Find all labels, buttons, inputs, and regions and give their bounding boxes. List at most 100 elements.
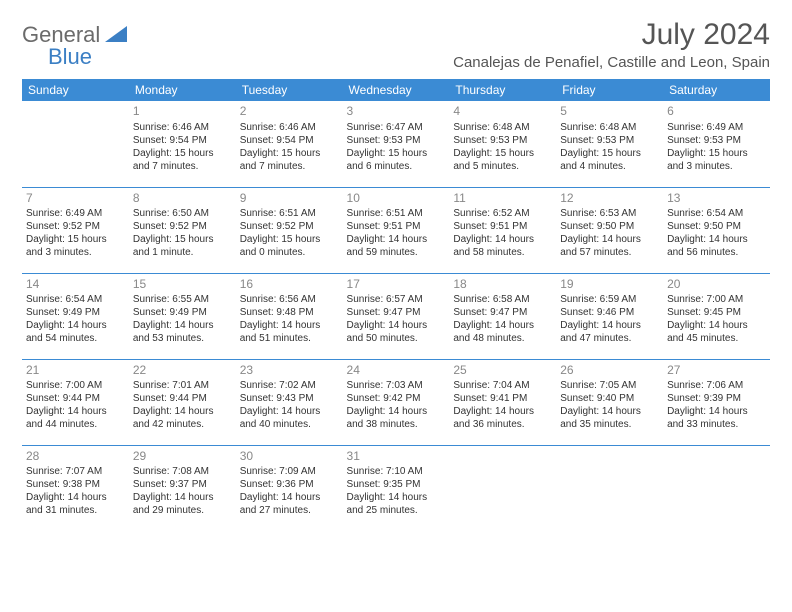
calendar-cell [449,445,556,531]
sunset-line: Sunset: 9:44 PM [133,392,232,405]
calendar-cell: 18Sunrise: 6:58 AMSunset: 9:47 PMDayligh… [449,273,556,359]
sunrise-line: Sunrise: 7:10 AM [347,465,446,478]
day-number: 12 [560,191,659,207]
calendar-cell: 6Sunrise: 6:49 AMSunset: 9:53 PMDaylight… [663,101,770,187]
header: General Blue July 2024 Canalejas de Pena… [22,18,770,71]
calendar-cell: 1Sunrise: 6:46 AMSunset: 9:54 PMDaylight… [129,101,236,187]
day-number: 2 [240,104,339,120]
sunrise-line: Sunrise: 6:51 AM [240,207,339,220]
daylight-line: Daylight: 15 hours and 1 minute. [133,233,232,259]
sunset-line: Sunset: 9:51 PM [347,220,446,233]
calendar-cell: 30Sunrise: 7:09 AMSunset: 9:36 PMDayligh… [236,445,343,531]
day-header: Tuesday [236,79,343,101]
daylight-line: Daylight: 14 hours and 31 minutes. [26,491,125,517]
calendar-cell: 20Sunrise: 7:00 AMSunset: 9:45 PMDayligh… [663,273,770,359]
sunrise-line: Sunrise: 6:49 AM [26,207,125,220]
daylight-line: Daylight: 15 hours and 3 minutes. [667,147,766,173]
calendar-row: 14Sunrise: 6:54 AMSunset: 9:49 PMDayligh… [22,273,770,359]
daylight-line: Daylight: 14 hours and 29 minutes. [133,491,232,517]
sunset-line: Sunset: 9:38 PM [26,478,125,491]
calendar-cell: 11Sunrise: 6:52 AMSunset: 9:51 PMDayligh… [449,187,556,273]
sunset-line: Sunset: 9:53 PM [560,134,659,147]
calendar-cell: 29Sunrise: 7:08 AMSunset: 9:37 PMDayligh… [129,445,236,531]
day-number: 16 [240,277,339,293]
day-number: 11 [453,191,552,207]
calendar-cell: 19Sunrise: 6:59 AMSunset: 9:46 PMDayligh… [556,273,663,359]
calendar-cell: 27Sunrise: 7:06 AMSunset: 9:39 PMDayligh… [663,359,770,445]
sunset-line: Sunset: 9:47 PM [453,306,552,319]
calendar-row: 28Sunrise: 7:07 AMSunset: 9:38 PMDayligh… [22,445,770,531]
daylight-line: Daylight: 14 hours and 36 minutes. [453,405,552,431]
day-number: 15 [133,277,232,293]
daylight-line: Daylight: 14 hours and 51 minutes. [240,319,339,345]
sunrise-line: Sunrise: 7:07 AM [26,465,125,478]
daylight-line: Daylight: 14 hours and 25 minutes. [347,491,446,517]
day-number: 6 [667,104,766,120]
calendar-table: SundayMondayTuesdayWednesdayThursdayFrid… [22,79,770,531]
day-header: Thursday [449,79,556,101]
day-number: 17 [347,277,446,293]
calendar-cell: 3Sunrise: 6:47 AMSunset: 9:53 PMDaylight… [343,101,450,187]
day-number: 1 [133,104,232,120]
daylight-line: Daylight: 14 hours and 56 minutes. [667,233,766,259]
calendar-cell: 17Sunrise: 6:57 AMSunset: 9:47 PMDayligh… [343,273,450,359]
sunset-line: Sunset: 9:51 PM [453,220,552,233]
sunset-line: Sunset: 9:52 PM [240,220,339,233]
sunset-line: Sunset: 9:40 PM [560,392,659,405]
day-number: 22 [133,363,232,379]
sunrise-line: Sunrise: 6:52 AM [453,207,552,220]
logo: General Blue [22,22,127,70]
sunset-line: Sunset: 9:54 PM [133,134,232,147]
calendar-cell: 23Sunrise: 7:02 AMSunset: 9:43 PMDayligh… [236,359,343,445]
logo-word-2: Blue [48,44,127,70]
day-number: 19 [560,277,659,293]
daylight-line: Daylight: 14 hours and 44 minutes. [26,405,125,431]
sunset-line: Sunset: 9:54 PM [240,134,339,147]
sunset-line: Sunset: 9:36 PM [240,478,339,491]
calendar-cell: 16Sunrise: 6:56 AMSunset: 9:48 PMDayligh… [236,273,343,359]
sunset-line: Sunset: 9:42 PM [347,392,446,405]
calendar-cell: 15Sunrise: 6:55 AMSunset: 9:49 PMDayligh… [129,273,236,359]
calendar-cell: 24Sunrise: 7:03 AMSunset: 9:42 PMDayligh… [343,359,450,445]
daylight-line: Daylight: 15 hours and 0 minutes. [240,233,339,259]
daylight-line: Daylight: 14 hours and 54 minutes. [26,319,125,345]
day-number: 4 [453,104,552,120]
sunset-line: Sunset: 9:37 PM [133,478,232,491]
daylight-line: Daylight: 14 hours and 57 minutes. [560,233,659,259]
daylight-line: Daylight: 14 hours and 42 minutes. [133,405,232,431]
calendar-cell: 14Sunrise: 6:54 AMSunset: 9:49 PMDayligh… [22,273,129,359]
day-number: 9 [240,191,339,207]
day-number: 5 [560,104,659,120]
daylight-line: Daylight: 14 hours and 38 minutes. [347,405,446,431]
daylight-line: Daylight: 15 hours and 6 minutes. [347,147,446,173]
sunset-line: Sunset: 9:53 PM [347,134,446,147]
calendar-cell: 25Sunrise: 7:04 AMSunset: 9:41 PMDayligh… [449,359,556,445]
sunset-line: Sunset: 9:52 PM [133,220,232,233]
sunset-line: Sunset: 9:48 PM [240,306,339,319]
sunrise-line: Sunrise: 6:48 AM [453,121,552,134]
sunset-line: Sunset: 9:50 PM [560,220,659,233]
sunrise-line: Sunrise: 7:04 AM [453,379,552,392]
sunset-line: Sunset: 9:52 PM [26,220,125,233]
sunrise-line: Sunrise: 6:58 AM [453,293,552,306]
calendar-cell: 26Sunrise: 7:05 AMSunset: 9:40 PMDayligh… [556,359,663,445]
daylight-line: Daylight: 14 hours and 50 minutes. [347,319,446,345]
sunset-line: Sunset: 9:47 PM [347,306,446,319]
sunrise-line: Sunrise: 6:46 AM [240,121,339,134]
calendar-cell: 12Sunrise: 6:53 AMSunset: 9:50 PMDayligh… [556,187,663,273]
calendar-row: 21Sunrise: 7:00 AMSunset: 9:44 PMDayligh… [22,359,770,445]
sunset-line: Sunset: 9:53 PM [667,134,766,147]
sunrise-line: Sunrise: 6:53 AM [560,207,659,220]
calendar-cell [663,445,770,531]
day-header: Sunday [22,79,129,101]
calendar-cell: 5Sunrise: 6:48 AMSunset: 9:53 PMDaylight… [556,101,663,187]
daylight-line: Daylight: 14 hours and 58 minutes. [453,233,552,259]
sunset-line: Sunset: 9:50 PM [667,220,766,233]
sunrise-line: Sunrise: 7:03 AM [347,379,446,392]
day-header: Friday [556,79,663,101]
sunrise-line: Sunrise: 6:56 AM [240,293,339,306]
sunset-line: Sunset: 9:44 PM [26,392,125,405]
location: Canalejas de Penafiel, Castille and Leon… [453,54,770,71]
daylight-line: Daylight: 14 hours and 27 minutes. [240,491,339,517]
daylight-line: Daylight: 15 hours and 5 minutes. [453,147,552,173]
